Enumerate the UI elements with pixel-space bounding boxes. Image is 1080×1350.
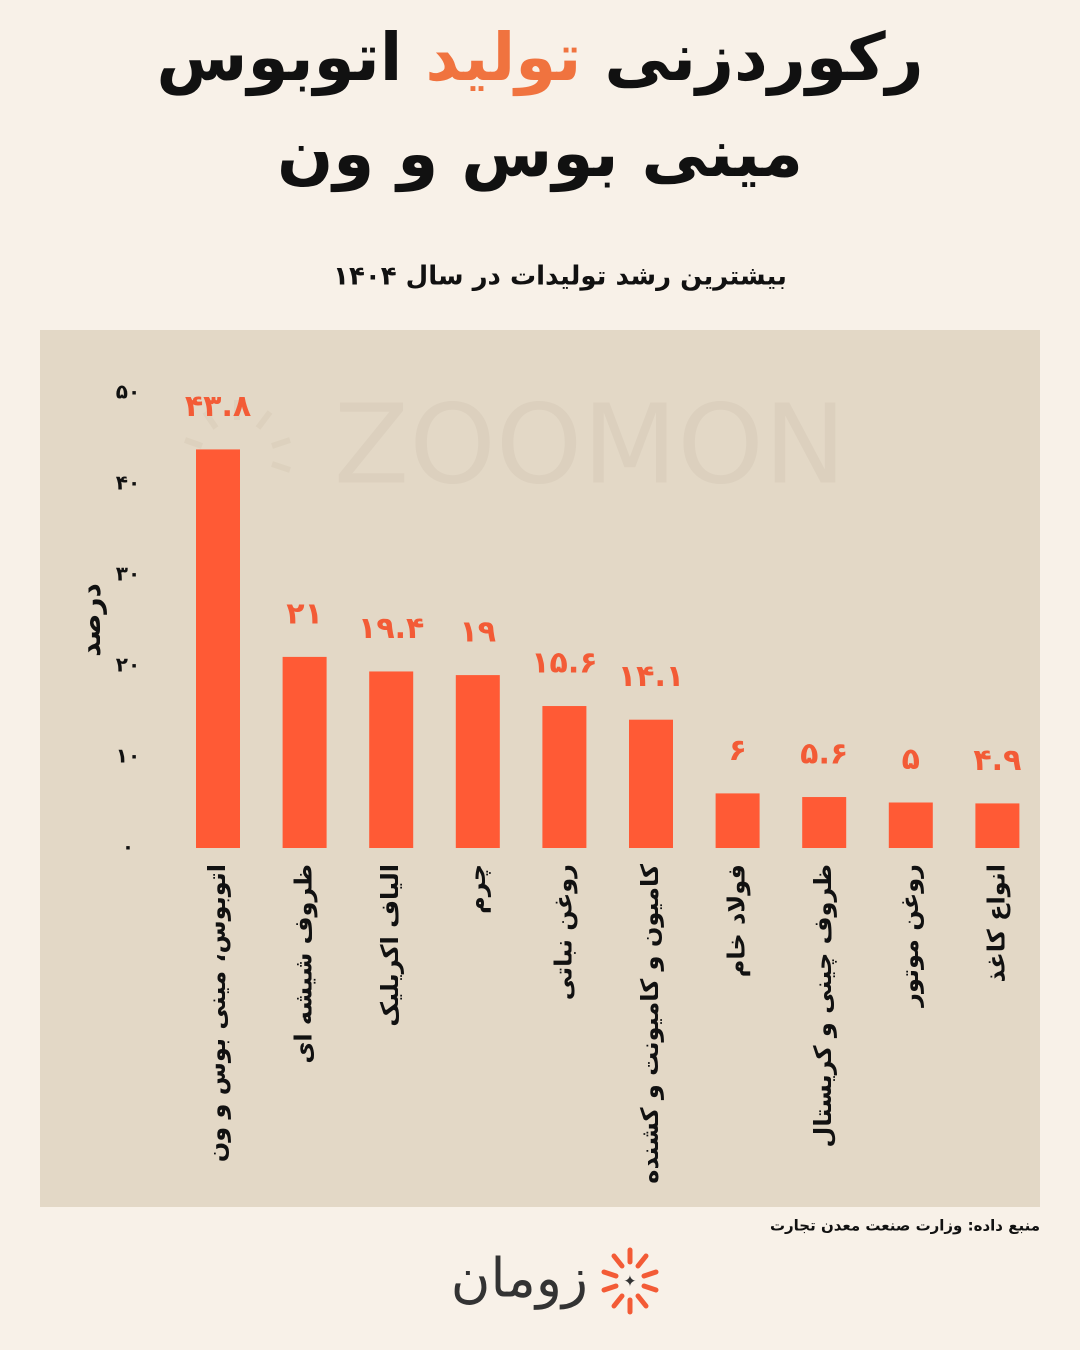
bar	[369, 671, 414, 848]
value-label: ۵	[902, 742, 920, 777]
x-tick-label: روغن نباتی	[549, 864, 577, 1000]
value-label: ۱۵.۶	[531, 646, 597, 681]
bar	[282, 656, 327, 848]
x-tick-label: اتوبوس، مینی بوس و ون	[203, 864, 231, 1162]
title-line: مینی بوس و ون	[277, 115, 803, 193]
x-tick-label: ظروف چینی و کریستال	[809, 864, 837, 1147]
y-tick-label: ۳۰	[116, 562, 140, 586]
bar	[455, 675, 500, 848]
bar	[629, 719, 673, 848]
bar	[196, 449, 240, 848]
value-label: ۴۳.۸	[185, 389, 251, 424]
value-label: ۱۴.۱	[618, 659, 684, 694]
x-tick-label: کامیون و کامیونت و کشنده	[636, 864, 664, 1184]
brand-logo: ✦	[601, 1247, 659, 1315]
y-tick-label: ۴۰	[116, 471, 140, 495]
x-tick-label: الیاف اکریلیک	[376, 864, 404, 1027]
y-axis-label: درصد	[74, 583, 107, 657]
x-tick-label: چرم	[463, 864, 491, 914]
title-word: رکوردزنی	[604, 19, 923, 97]
value-label: ۱۹.۴	[358, 611, 424, 646]
brand-name: زومان	[451, 1247, 588, 1310]
value-label: ۱۹	[459, 615, 496, 650]
bar	[715, 793, 760, 848]
watermark-icon	[184, 400, 291, 473]
value-label: ۴.۹	[973, 743, 1021, 778]
title-line: رکوردزنی تولید اتوبوس	[156, 19, 923, 97]
y-tick-label: ۵۰	[116, 380, 140, 404]
bar	[975, 803, 1020, 848]
bar	[542, 706, 587, 848]
bar	[888, 802, 933, 848]
title-highlight: تولید	[425, 19, 581, 97]
y-tick-label: ۱۰	[116, 744, 140, 768]
x-tick-label: فولاد خام	[723, 864, 751, 977]
y-tick-label: ۰	[122, 835, 134, 859]
value-label: ۲۱	[286, 596, 323, 631]
logo-star: ✦	[623, 1272, 636, 1291]
title-word: اتوبوس	[156, 19, 402, 97]
x-tick-label: روغن موتور	[896, 864, 924, 1008]
subtitle: بیشترین رشد تولیدات در سال ۱۴۰۴	[333, 262, 787, 292]
source: منبع داده: وزارت صنعت معدن تجارت	[770, 1217, 1040, 1235]
watermark: ZOOMON	[334, 380, 846, 508]
x-tick-label: ظروف شیشه ای	[290, 864, 318, 1064]
x-tick-label: انواع کاغذ	[982, 864, 1010, 983]
y-tick-label: ۲۰	[116, 653, 140, 677]
value-label: ۵.۶	[800, 737, 848, 772]
bar	[802, 797, 847, 848]
value-label: ۶	[728, 733, 746, 768]
